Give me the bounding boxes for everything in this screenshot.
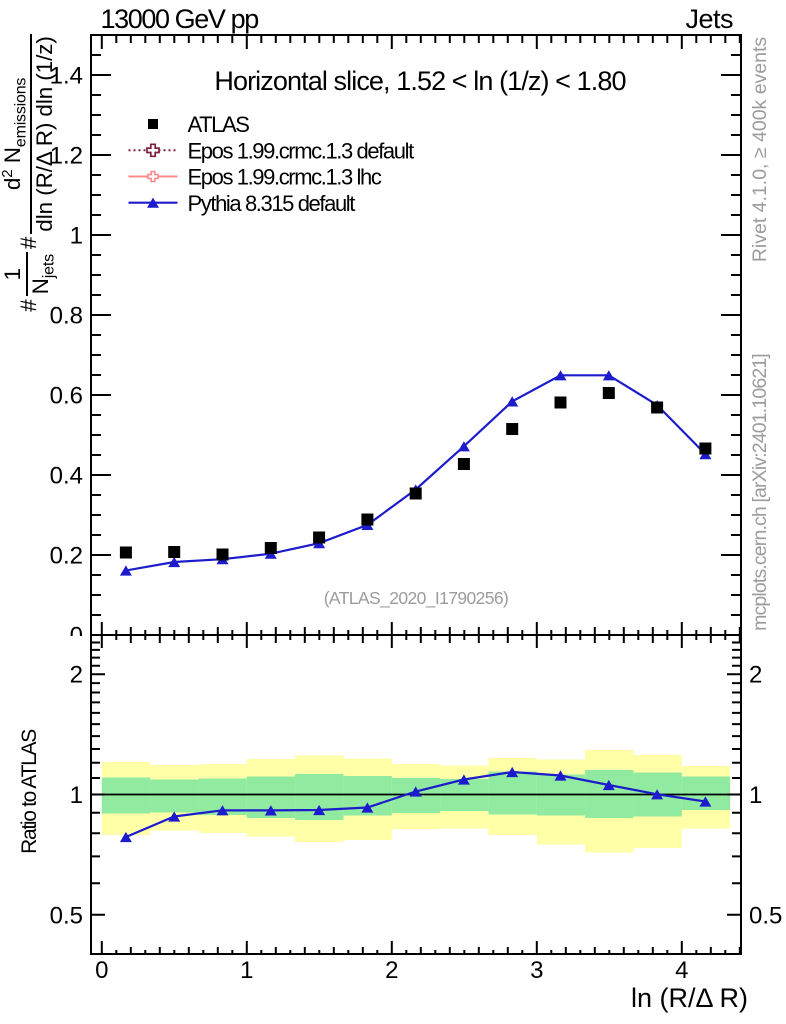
svg-text:Jets: Jets xyxy=(685,4,733,34)
svg-text:1: 1 xyxy=(70,782,83,809)
svg-text:1.4: 1.4 xyxy=(50,63,83,90)
svg-text:0.5: 0.5 xyxy=(50,902,83,929)
svg-text:0.4: 0.4 xyxy=(50,463,83,490)
svg-text:2: 2 xyxy=(385,957,398,984)
svg-text:Epos 1.99.crmc.1.3 lhc: Epos 1.99.crmc.1.3 lhc xyxy=(188,165,382,190)
svg-text:0: 0 xyxy=(70,623,83,650)
svg-text:0.6: 0.6 xyxy=(50,383,83,410)
svg-text:3: 3 xyxy=(530,957,543,984)
svg-text:0.8: 0.8 xyxy=(50,303,83,330)
svg-text:ATLAS: ATLAS xyxy=(188,112,250,137)
svg-text:Horizontal slice, 1.52 < ln (1: Horizontal slice, 1.52 < ln (1/z) < 1.80 xyxy=(214,66,625,96)
svg-text:(ATLAS_2020_I1790256): (ATLAS_2020_I1790256) xyxy=(324,588,509,609)
svg-text:1: 1 xyxy=(240,957,253,984)
svg-text:2: 2 xyxy=(749,662,762,689)
svg-text:1: 1 xyxy=(70,223,83,250)
svg-text:1.2: 1.2 xyxy=(50,143,83,170)
svg-text:Rivet 4.1.0, ≥ 400k events: Rivet 4.1.0, ≥ 400k events xyxy=(749,37,771,263)
svg-text:0: 0 xyxy=(95,957,108,984)
svg-text:ln (R/Δ R): ln (R/Δ R) xyxy=(631,983,748,1013)
svg-text:Pythia 8.315 default: Pythia 8.315 default xyxy=(188,191,356,216)
svg-text:0.2: 0.2 xyxy=(50,543,83,570)
svg-text:4: 4 xyxy=(675,957,688,984)
svg-text:13000 GeV pp: 13000 GeV pp xyxy=(101,4,259,34)
svg-text:2: 2 xyxy=(70,662,83,689)
svg-text:mcplots.cern.ch [arXiv:2401.10: mcplots.cern.ch [arXiv:2401.10621] xyxy=(749,354,771,631)
svg-text:1: 1 xyxy=(749,782,762,809)
svg-text:Epos 1.99.crmc.1.3 default: Epos 1.99.crmc.1.3 default xyxy=(188,138,415,163)
svg-text:0.5: 0.5 xyxy=(749,902,782,929)
